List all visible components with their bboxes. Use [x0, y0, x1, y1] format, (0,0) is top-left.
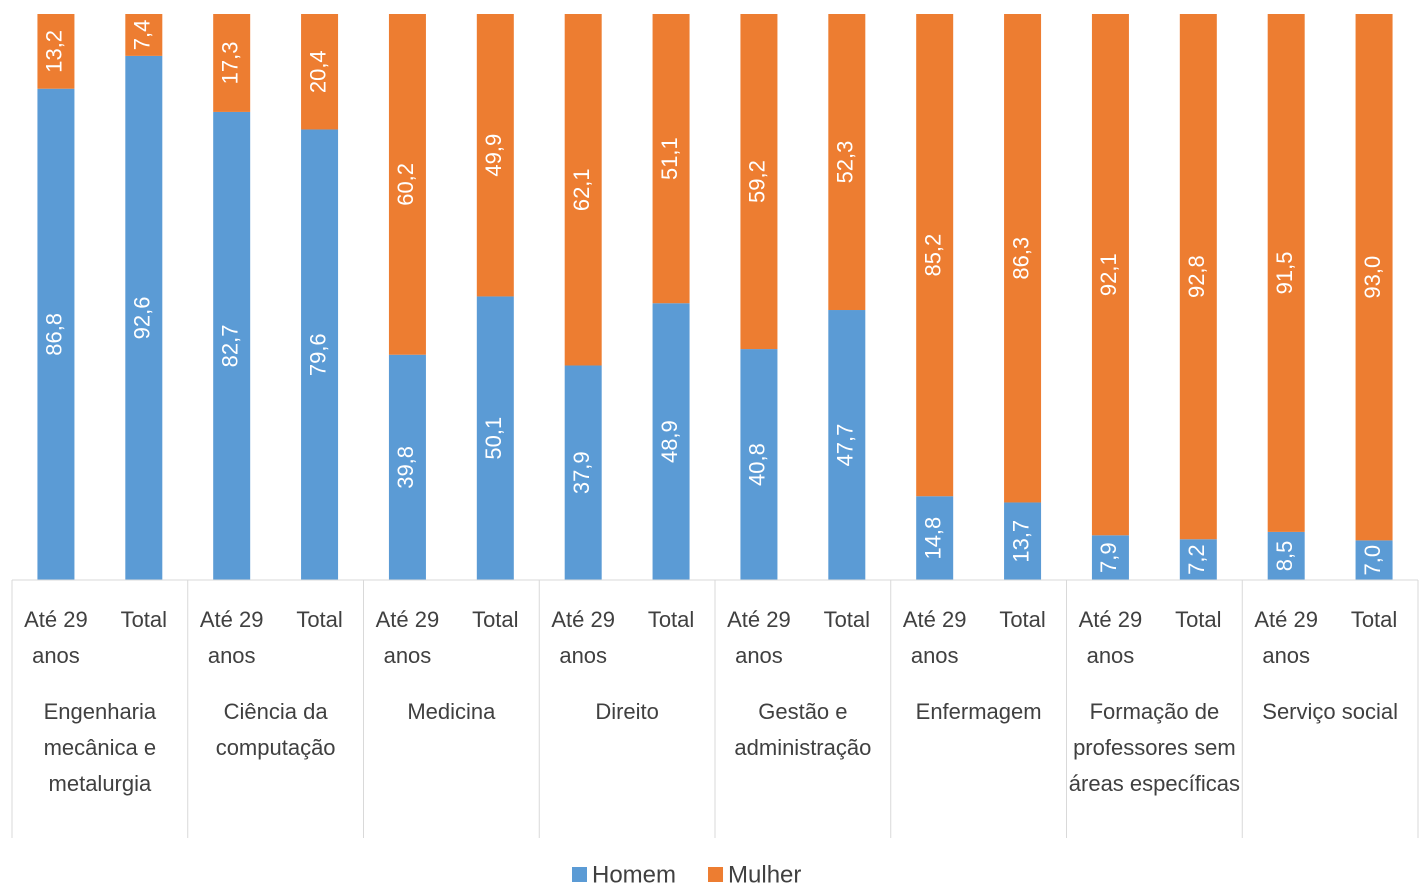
value-label: 48,9 — [657, 420, 682, 463]
x-tick-label: Até 29 anos — [24, 607, 88, 668]
value-label: 14,8 — [921, 517, 946, 560]
x-tick-label: Total — [999, 607, 1046, 632]
bar-segment — [125, 14, 163, 56]
value-label: 20,4 — [305, 50, 330, 93]
bar-segment — [37, 88, 75, 580]
value-label: 93,0 — [1360, 256, 1385, 299]
bar-segment — [828, 14, 866, 311]
x-tick-label: Total — [120, 607, 168, 632]
value-label: 50,1 — [481, 417, 506, 460]
group-label: Enfermagem — [915, 699, 1042, 724]
x-tick-label: Até 29 anos — [727, 607, 791, 668]
bar-segment — [828, 310, 866, 580]
value-label: 92,6 — [130, 297, 155, 340]
legend-swatch — [708, 867, 724, 882]
bar-segment — [652, 14, 690, 304]
value-label: 7,9 — [1096, 542, 1121, 573]
legend-label: Mulher — [728, 861, 801, 888]
bar-segment — [476, 296, 514, 580]
group-label: Gestão e administração — [734, 699, 872, 760]
bar-segment — [1355, 14, 1393, 541]
bar-segment — [1179, 539, 1217, 580]
group-label: Medicina — [407, 699, 496, 724]
value-label: 13,7 — [1008, 520, 1033, 563]
value-label: 92,8 — [1184, 255, 1209, 298]
value-label: 7,2 — [1184, 544, 1209, 575]
x-tick-label: Total — [1350, 607, 1398, 632]
group-label: Ciência da computação — [215, 699, 336, 760]
value-label: 7,4 — [130, 20, 155, 51]
bar-segment — [1091, 14, 1129, 536]
bar-segment — [1004, 14, 1042, 503]
bar-segment — [125, 55, 163, 581]
bar-segment — [301, 129, 339, 581]
bar-segment — [1267, 531, 1305, 580]
bar-segment — [1267, 14, 1305, 532]
value-label: 49,9 — [481, 134, 506, 177]
bar-segment — [564, 365, 602, 580]
bar-segment — [213, 111, 251, 580]
value-label: 17,3 — [218, 42, 243, 85]
bar-segment — [1179, 14, 1217, 540]
value-label: 86,8 — [42, 313, 67, 356]
x-tick-label: Total — [823, 607, 871, 632]
bar-segment — [916, 14, 954, 497]
legend-label: Homem — [592, 861, 676, 888]
bar-segment — [476, 14, 514, 297]
bar-segment — [213, 14, 251, 112]
value-label: 91,5 — [1272, 252, 1297, 295]
group-label: Direito — [595, 699, 659, 724]
bar-segment — [564, 14, 602, 366]
bar-segment — [1091, 535, 1129, 580]
value-label: 59,2 — [745, 160, 770, 203]
x-tick-label: Total — [472, 607, 519, 632]
bar-segment — [916, 496, 954, 580]
bar-segment — [740, 349, 778, 580]
bar-segment — [301, 14, 339, 130]
value-label: 39,8 — [393, 446, 418, 489]
value-label: 47,7 — [833, 424, 858, 467]
x-tick-label: Até 29 anos — [902, 607, 967, 668]
x-tick-label: Até 29 anos — [1078, 607, 1143, 668]
group-label: Serviço social — [1262, 699, 1398, 724]
bar-segment — [37, 14, 75, 89]
group-label: Engenharia mecânica e metalurgia — [43, 699, 157, 796]
value-label: 79,6 — [305, 333, 330, 376]
x-tick-label: Total — [1175, 607, 1222, 632]
value-label: 92,1 — [1096, 253, 1121, 296]
x-tick-label: Até 29 anos — [375, 607, 440, 668]
bar-segment — [1355, 540, 1393, 580]
value-label: 85,2 — [921, 234, 946, 277]
value-label: 62,1 — [569, 168, 594, 211]
value-label: 13,2 — [42, 30, 67, 73]
value-label: 52,3 — [833, 141, 858, 184]
value-label: 8,5 — [1272, 541, 1297, 572]
group-label: Formação de professores sem áreas especí… — [1068, 699, 1240, 796]
x-tick-label: Total — [647, 607, 695, 632]
value-label: 86,3 — [1008, 237, 1033, 280]
value-label: 7,0 — [1360, 545, 1385, 576]
bar-segment — [388, 14, 426, 355]
value-label: 51,1 — [657, 137, 682, 180]
value-label: 37,9 — [569, 451, 594, 494]
value-label: 82,7 — [218, 325, 243, 368]
bar-segment — [388, 354, 426, 580]
value-label: 60,2 — [393, 163, 418, 206]
value-label: 40,8 — [745, 443, 770, 486]
bar-segment — [1004, 502, 1042, 580]
bar-segment — [652, 303, 690, 580]
x-tick-label: Até 29 anos — [1254, 607, 1318, 668]
legend-swatch — [572, 867, 587, 882]
bar-segment — [740, 14, 778, 350]
x-tick-label: Total — [296, 607, 343, 632]
x-tick-label: Até 29 anos — [199, 607, 264, 668]
x-tick-label: Até 29 anos — [551, 607, 615, 668]
